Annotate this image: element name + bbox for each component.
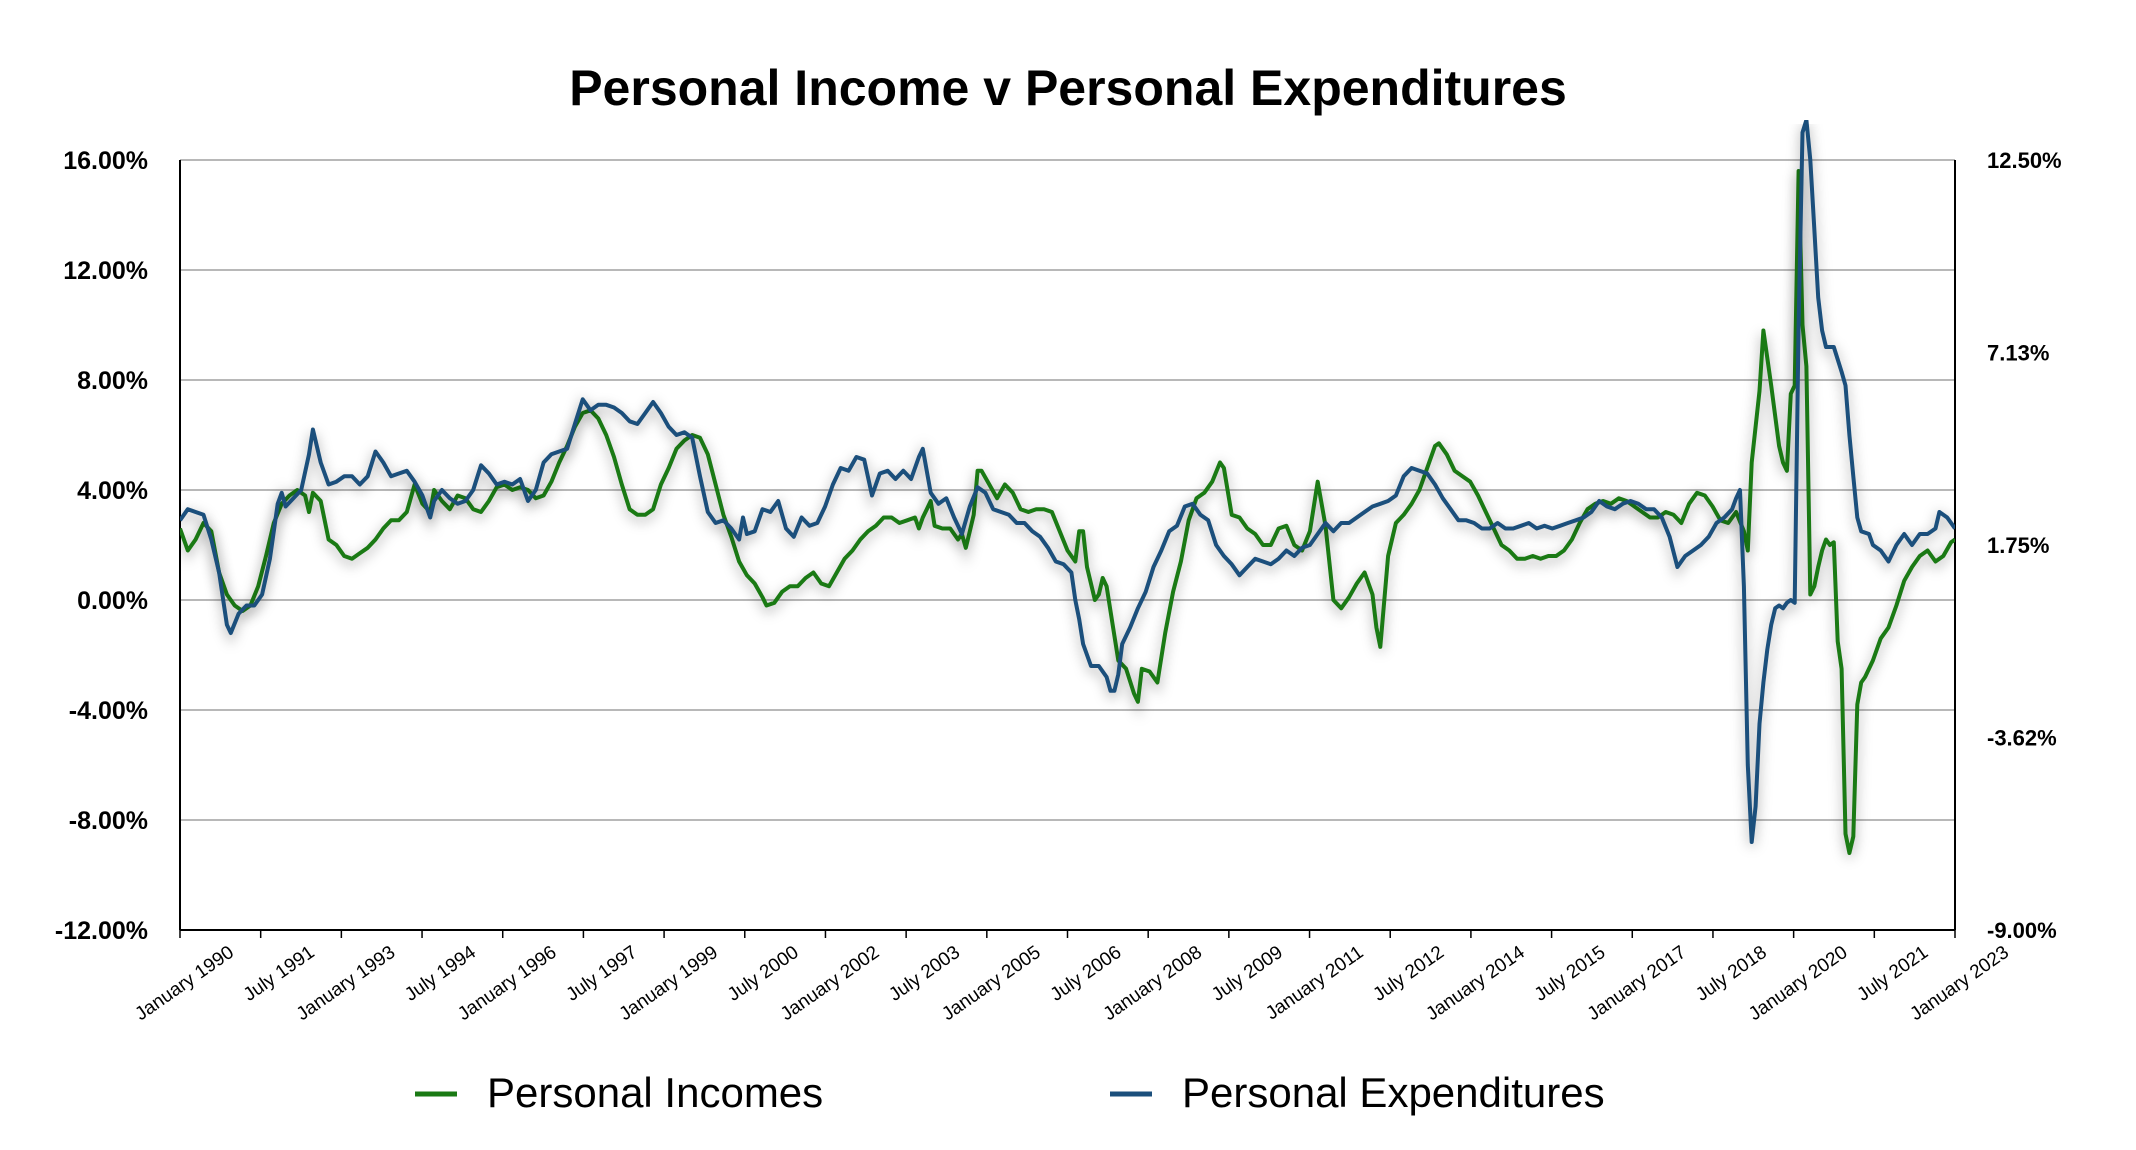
y-left-tick-label: -12.00% (55, 917, 148, 945)
x-tick-label: January 1990 (131, 942, 237, 1025)
series-line-personal-expenditures (180, 120, 1955, 844)
axes (179, 160, 1956, 931)
x-tick-label: July 2003 (885, 942, 964, 1006)
x-tick-label: July 2006 (1047, 942, 1126, 1006)
legend-label: Personal Incomes (487, 1069, 823, 1116)
x-tick-label: July 2021 (1854, 942, 1933, 1006)
y-right-tick-label: -3.62% (1987, 726, 2057, 751)
y-left-tick-label: -8.00% (69, 807, 148, 835)
y-left-tick-label: -4.00% (69, 697, 148, 725)
y-left-tick-label: 8.00% (77, 367, 148, 395)
y-left-tick-label: 0.00% (77, 587, 148, 615)
chart-title: Personal Income v Personal Expenditures (569, 60, 1567, 116)
x-tick-label: July 2018 (1692, 942, 1771, 1006)
x-tick-label: July 2000 (724, 942, 803, 1006)
y-left-tick-label: 16.00% (63, 147, 148, 175)
series-shadow-personal-incomes (180, 174, 1955, 858)
y-right-tick-label: 12.50% (1987, 148, 2062, 173)
y-left-tick-label: 12.00% (63, 257, 148, 285)
y-right-tick-label: 1.75% (1987, 533, 2049, 558)
x-tick-label: July 1997 (563, 942, 642, 1006)
y-right-tick-label: -9.00% (1987, 918, 2057, 943)
gridlines (180, 159, 1955, 931)
x-tick-label: July 1991 (240, 942, 319, 1006)
y-right-tick-label: 7.13% (1987, 341, 2049, 366)
x-tick-label: July 1994 (401, 942, 480, 1006)
legend-label: Personal Expenditures (1182, 1069, 1605, 1116)
y-axis-right-ticks: 12.50% 7.13% 1.75% -3.62% -9.00% (1987, 148, 2062, 943)
y-left-tick-label: 4.00% (77, 477, 148, 505)
x-tick-label: July 2015 (1531, 942, 1610, 1006)
series-shadow-personal-expenditures (180, 124, 1955, 847)
series-lines (180, 120, 1955, 858)
x-tick-label: July 2012 (1369, 942, 1448, 1006)
y-axis-left-ticks: 16.00% 12.00% 8.00% 4.00% 0.00% -4.00% -8.00% -… (55, 147, 148, 945)
legend: Personal Incomes Personal Expenditures (415, 1069, 1605, 1116)
x-tick-label: July 2009 (1208, 942, 1287, 1006)
